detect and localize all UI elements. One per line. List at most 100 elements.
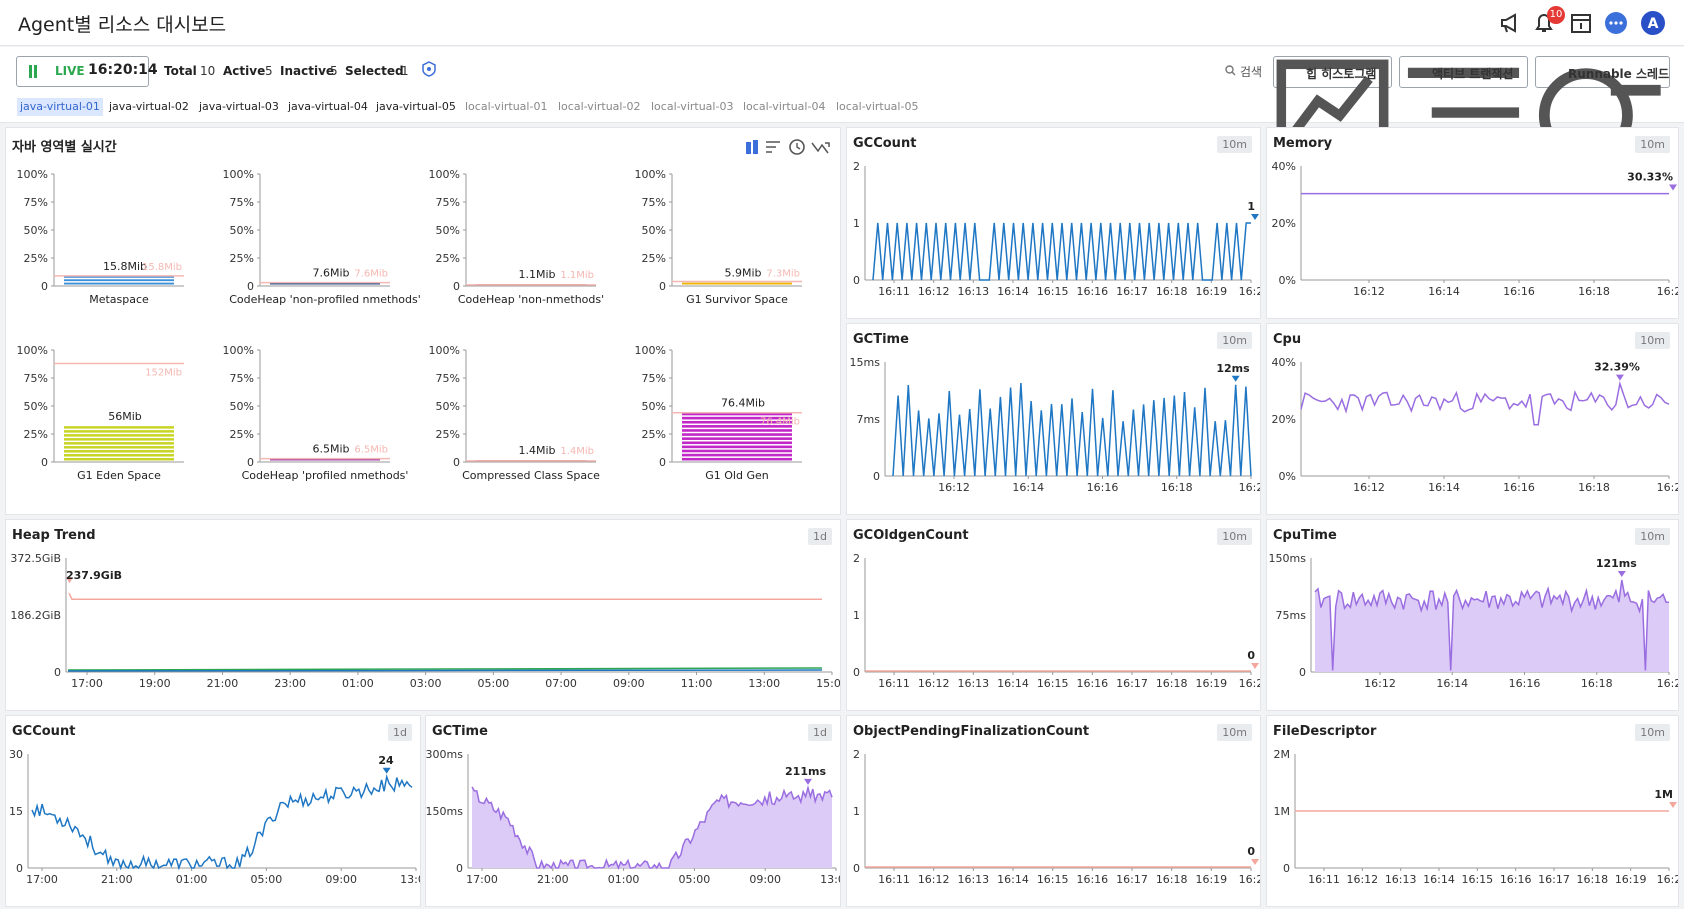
- agent-tab-local-virtual-04[interactable]: local-virtual-04: [743, 100, 826, 113]
- shuffle-icon[interactable]: [811, 142, 830, 154]
- range-badge[interactable]: 10m: [1217, 724, 1252, 741]
- region-bar-segment: [682, 457, 792, 461]
- x-tick-label: 16:13: [957, 285, 989, 298]
- agent-tab-java-virtual-01[interactable]: java-virtual-01: [17, 98, 103, 116]
- x-tick-label: 16:2: [1657, 481, 1678, 494]
- x-tick-label: 16:19: [1195, 873, 1227, 886]
- x-tick-label: 16:14: [1428, 285, 1460, 298]
- max-label: 1.1Mib: [560, 270, 594, 281]
- x-tick-label: 16:2: [1239, 677, 1260, 690]
- memory-chart: 40% 20% 0% 16:12 16:14 16:16 16:18 16:2 30.33%: [1272, 160, 1678, 298]
- y-tick-label: 75%: [230, 196, 254, 209]
- opfc-chart: 2 1 0 16:11 16:12 16:13 16:14 16:15 16:16 16:17 16…: [853, 748, 1260, 886]
- range-badge[interactable]: 10m: [1635, 136, 1670, 153]
- max-label: 76.4Mib: [760, 417, 800, 428]
- range-badge[interactable]: 1d: [808, 724, 832, 741]
- region-bar-segment: [682, 425, 792, 428]
- agent-tab-java-virtual-03[interactable]: java-virtual-03: [199, 100, 279, 113]
- total-value: 10: [200, 64, 216, 78]
- runnable-thread-button[interactable]: Runnable 스레드: [1535, 56, 1670, 163]
- opfc-panel: ObjectPendingFinalizationCount 10m 2 1 0 16…: [846, 715, 1261, 907]
- y-tick-label: 50%: [24, 224, 48, 237]
- region-bar-segment: [64, 450, 174, 453]
- gcoldgen-panel: GCOldgenCount 10m 2 1 0 16:11 16:12 16:13 16:1…: [846, 519, 1261, 711]
- agent-tab-java-virtual-04[interactable]: java-virtual-04: [288, 100, 368, 113]
- range-badge[interactable]: 10m: [1635, 724, 1670, 741]
- y-tick-label: 75%: [24, 372, 48, 385]
- y-tick-label: 25%: [436, 428, 460, 441]
- gccount-1d-title: GCCount: [12, 724, 76, 739]
- y-tick-label: 100%: [429, 168, 460, 181]
- agent-tab-local-virtual-03[interactable]: local-virtual-03: [651, 100, 734, 113]
- x-tick-label: 16:17: [1116, 285, 1148, 298]
- bell-icon[interactable]: [1531, 10, 1557, 36]
- active-transaction-label: 액티브 트랜잭션: [1432, 67, 1514, 81]
- x-tick-label: 16:16: [1500, 873, 1532, 886]
- pause-icon: [27, 65, 39, 78]
- agent-tab-java-virtual-05[interactable]: java-virtual-05: [376, 100, 456, 113]
- sort-icon[interactable]: [766, 141, 780, 153]
- y-tick-label: 75%: [642, 372, 666, 385]
- y-tick-label: 40%: [1272, 160, 1296, 173]
- x-tick-label: 16:12: [1364, 677, 1396, 690]
- agent-tab-java-virtual-02[interactable]: java-virtual-02: [109, 100, 189, 113]
- range-badge[interactable]: 10m: [1217, 332, 1252, 349]
- last-value-marker: [66, 577, 73, 584]
- x-tick-label: 17:00: [466, 873, 498, 886]
- y-tick-label: 150ms: [1269, 552, 1307, 565]
- y-tick-label: 0: [853, 274, 860, 287]
- live-label: LIVE: [55, 64, 85, 78]
- avatar[interactable]: A: [1640, 10, 1666, 36]
- chat-icon[interactable]: [1603, 10, 1629, 36]
- megaphone-icon[interactable]: [1497, 10, 1523, 36]
- range-badge[interactable]: 10m: [1217, 528, 1252, 545]
- gctime-1d-chart: 300ms 150ms 017:00 21:00 01:00 05:00 09:00 13:0…: [426, 748, 840, 886]
- clock-icon[interactable]: [789, 139, 805, 155]
- x-tick-label: 09:00: [325, 873, 357, 886]
- agent-tab-local-virtual-01[interactable]: local-virtual-01: [465, 100, 548, 113]
- range-badge[interactable]: 1d: [808, 528, 832, 545]
- y-tick-label: 7ms: [857, 413, 881, 426]
- region-bar-segment: [64, 275, 174, 278]
- region-name: G1 Survivor Space: [686, 293, 788, 306]
- calendar-icon[interactable]: [1568, 10, 1594, 36]
- inactive-label: Inactive: [280, 64, 335, 78]
- range-badge[interactable]: 10m: [1635, 332, 1670, 349]
- heap-histogram-button[interactable]: 힙 히스토그램: [1273, 56, 1392, 157]
- max-label: 1.4Mib: [560, 446, 594, 457]
- x-tick-label: 17:00: [71, 677, 103, 690]
- x-tick-label: 05:00: [679, 873, 711, 886]
- live-toggle-button[interactable]: LIVE 16:20:14: [16, 56, 158, 87]
- x-tick-label: 16:14: [1428, 481, 1460, 494]
- y-tick-label: 1: [853, 217, 860, 230]
- x-tick-label: 16:16: [1087, 481, 1119, 494]
- stacked-bar-icon[interactable]: [746, 140, 758, 154]
- x-tick-label: 16:2: [1239, 481, 1260, 494]
- last-value-marker: [804, 778, 812, 785]
- used-label: 7.6Mib: [312, 267, 349, 280]
- region-bar-segment: [64, 458, 174, 461]
- x-tick-label: 16:15: [1037, 285, 1069, 298]
- y-tick-label: 1: [853, 805, 860, 818]
- y-tick-label: 100%: [223, 168, 254, 181]
- x-tick-label: 16:12: [918, 873, 950, 886]
- series-line: [892, 382, 1252, 477]
- last-value-label: 30.33%: [1627, 171, 1673, 184]
- agent-tab-local-virtual-05[interactable]: local-virtual-05: [836, 100, 919, 113]
- agent-settings-icon[interactable]: [421, 61, 437, 77]
- region-bar-segment: [64, 438, 174, 441]
- range-badge[interactable]: 10m: [1217, 136, 1252, 153]
- active-label: Active: [223, 64, 266, 78]
- active-transaction-button[interactable]: 액티브 트랜잭션: [1399, 56, 1528, 158]
- region-bar-segment: [64, 282, 174, 285]
- series-line: [31, 773, 413, 871]
- y-tick-label: 75%: [436, 196, 460, 209]
- opfc-title: ObjectPendingFinalizationCount: [853, 724, 1090, 739]
- range-badge[interactable]: 1d: [388, 724, 412, 741]
- x-tick-label: 16:14: [997, 285, 1029, 298]
- live-time: 16:20:14: [88, 62, 158, 78]
- last-value-label: 0: [1247, 845, 1255, 858]
- range-badge[interactable]: 10m: [1635, 528, 1670, 545]
- x-tick-label: 16:14: [1423, 873, 1455, 886]
- agent-tab-local-virtual-02[interactable]: local-virtual-02: [558, 100, 641, 113]
